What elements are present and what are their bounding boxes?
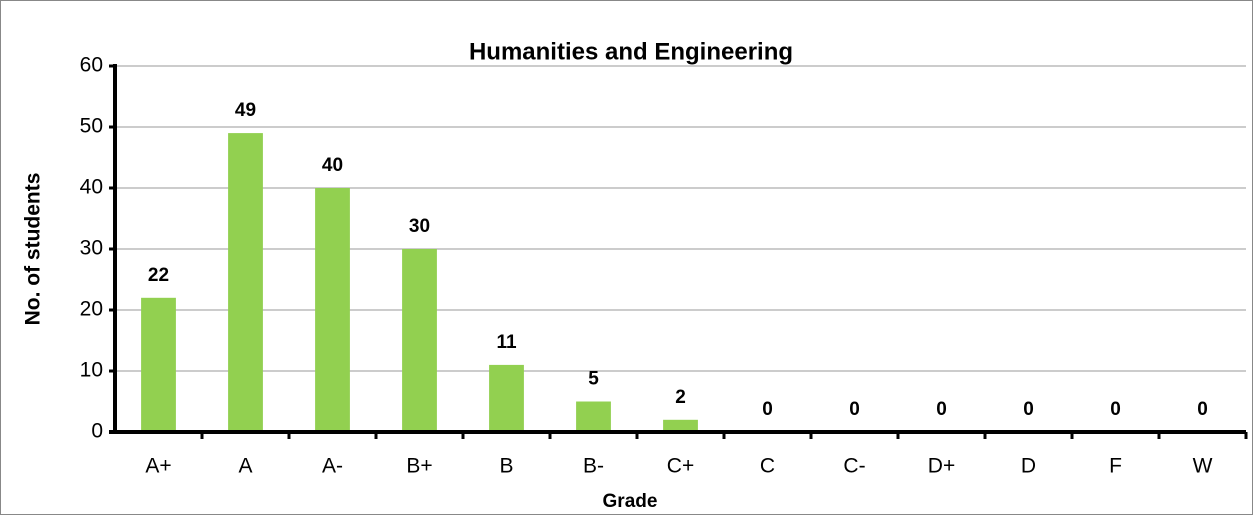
bar [228,133,263,432]
x-axis-label: Grade [603,491,658,512]
bar [663,419,698,432]
x-tick-label: C+ [667,455,694,478]
bar [576,401,611,432]
data-label: 0 [1110,399,1121,420]
y-tick-label: 30 [80,237,103,260]
data-label: 2 [675,387,686,408]
y-tick-label: 20 [80,298,103,321]
x-tick-label: B- [583,455,604,478]
bar [402,249,437,432]
y-tick-label: 0 [91,420,103,443]
y-tick-label: 40 [80,176,103,199]
data-label: 0 [936,399,947,420]
x-tick-label: D+ [928,455,955,478]
data-label: 0 [1197,399,1208,420]
x-tick-label: A+ [145,455,171,478]
data-label: 5 [588,369,599,390]
chart-title: Humanities and Engineering [469,38,793,65]
y-tick-label: 60 [80,54,103,77]
y-tick-label: 10 [80,359,103,382]
x-tick-label: W [1193,455,1213,478]
data-label: 0 [849,399,860,420]
x-tick-label: B [499,455,513,478]
y-axis-label: No. of students [22,173,45,326]
bar [315,188,350,432]
x-tick-label: C- [843,455,865,478]
x-tick-label: F [1109,455,1122,478]
x-tick-label: A [238,455,252,478]
y-tick-label: 50 [80,115,103,138]
data-label: 30 [409,216,430,237]
data-label: 0 [762,399,773,420]
x-tick-label: A- [322,455,343,478]
data-label: 40 [322,155,343,176]
x-tick-label: B+ [406,455,432,478]
bar [141,297,176,432]
data-label: 0 [1023,399,1034,420]
data-label: 49 [235,100,256,121]
bar [489,364,524,432]
x-tick-label: C [760,455,775,478]
data-label: 22 [148,265,169,286]
x-tick-label: D [1021,455,1036,478]
data-label: 11 [496,332,517,353]
